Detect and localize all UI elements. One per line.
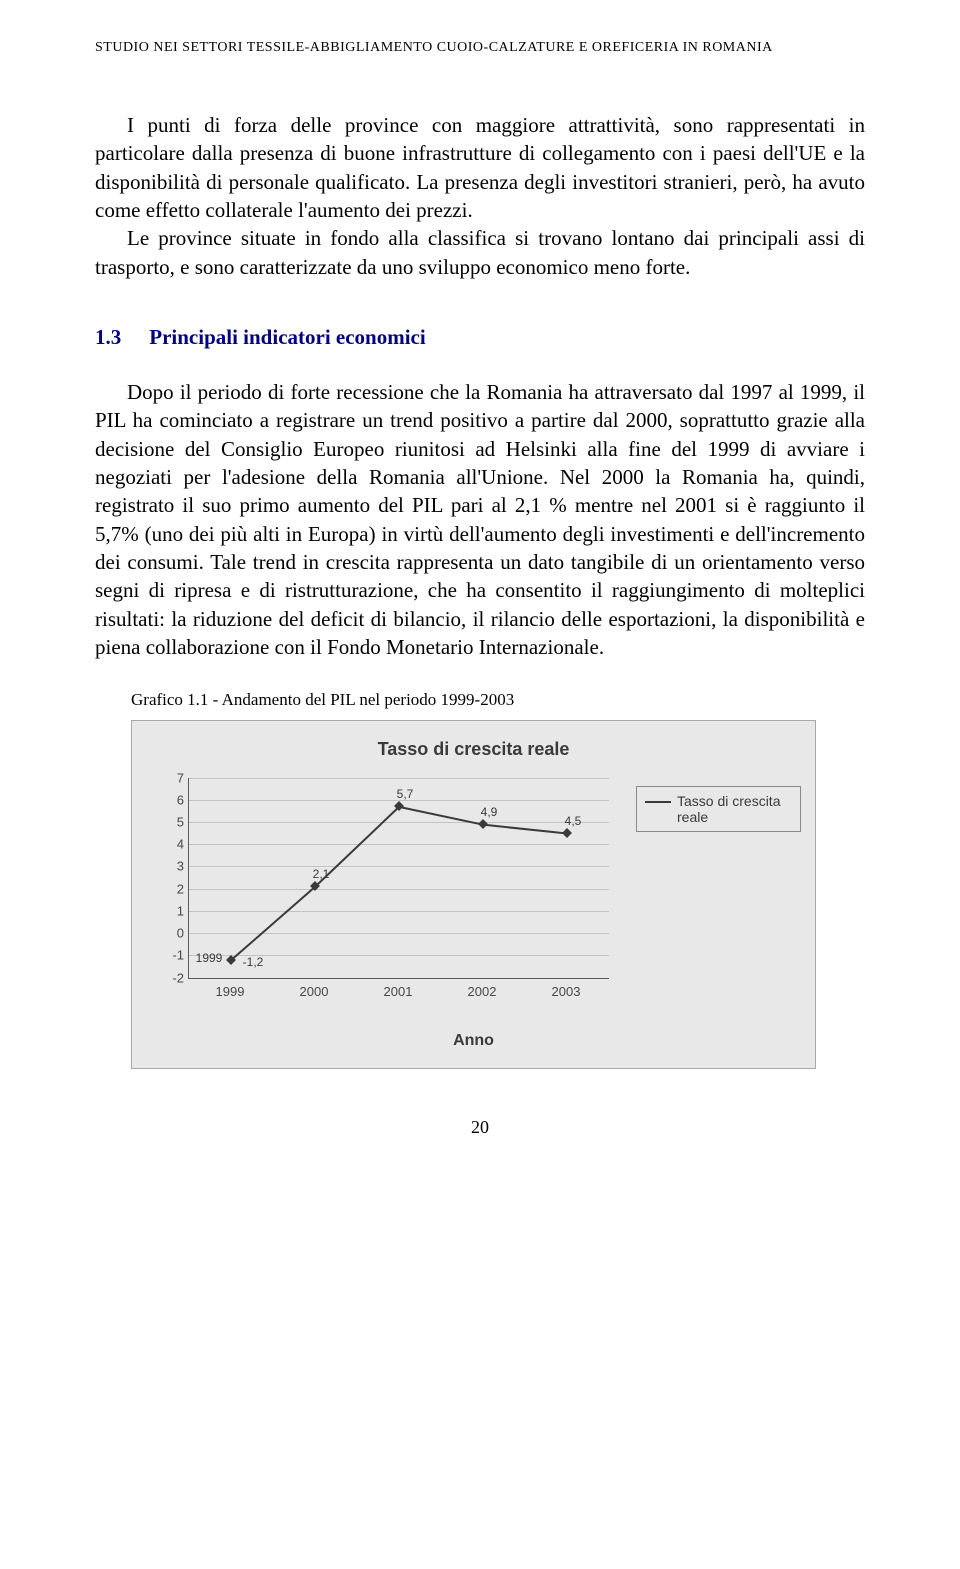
chart-ytick: 3 [164, 859, 184, 874]
legend-line-icon [645, 801, 671, 803]
chart-xtick: 2002 [468, 984, 497, 999]
paragraph-text: Le province situate in fondo alla classi… [95, 226, 865, 278]
chart-data-label: 2,1 [313, 867, 330, 881]
chart-container: Tasso di crescita reale 1999 -1,2 2,1 5,7 4,… [131, 720, 816, 1069]
figure-caption: Grafico 1.1 - Andamento del PIL nel peri… [131, 690, 865, 710]
chart-body: 1999 -1,2 2,1 5,7 4,9 4,5 -2 -1 0 1 2 3 4 5 6 7 1999 200… [136, 768, 811, 1028]
chart-ytick: 4 [164, 837, 184, 852]
running-header: STUDIO NEI SETTORI TESSILE-ABBIGLIAMENTO… [95, 40, 865, 56]
chart-xtick: 1999 [216, 984, 245, 999]
chart-ytick: 6 [164, 792, 184, 807]
page-number: 20 [95, 1117, 865, 1138]
chart-ytick: 1 [164, 903, 184, 918]
chart-xlabel: Anno [136, 1028, 811, 1064]
chart-ytick: 0 [164, 926, 184, 941]
legend-label: Tasso di crescita reale [677, 793, 792, 825]
chart-legend: Tasso di crescita reale [636, 786, 801, 832]
section-number: 1.3 [95, 325, 121, 350]
chart-ytick: 7 [164, 770, 184, 785]
plot-area: 1999 -1,2 2,1 5,7 4,9 4,5 [188, 778, 609, 979]
chart-data-label: 1999 [196, 951, 223, 965]
chart-ytick: -2 [164, 970, 184, 985]
chart-xtick: 2000 [300, 984, 329, 999]
chart-data-label: 4,9 [481, 805, 498, 819]
chart-xtick: 2001 [384, 984, 413, 999]
legend-row: Tasso di crescita reale [645, 793, 792, 825]
chart-data-label: 4,5 [565, 814, 582, 828]
section-heading: 1.3 Principali indicatori economici [95, 325, 865, 350]
paragraph-text: I punti di forza delle province con magg… [95, 113, 865, 222]
body-paragraph-1: I punti di forza delle province con magg… [95, 111, 865, 281]
chart-xtick: 2003 [552, 984, 581, 999]
chart-ytick: -1 [164, 948, 184, 963]
body-paragraph-2: Dopo il periodo di forte recessione che … [95, 378, 865, 661]
document-page: STUDIO NEI SETTORI TESSILE-ABBIGLIAMENTO… [0, 0, 960, 1178]
chart-data-label: 5,7 [397, 787, 414, 801]
chart-ytick: 2 [164, 881, 184, 896]
plot-wrap: 1999 -1,2 2,1 5,7 4,9 4,5 -2 -1 0 1 2 3 4 5 6 7 1999 200… [148, 768, 628, 1028]
chart-ytick: 5 [164, 814, 184, 829]
chart-title: Tasso di crescita reale [136, 725, 811, 768]
section-title: Principali indicatori economici [149, 325, 425, 349]
paragraph-text: Dopo il periodo di forte recessione che … [95, 380, 865, 659]
chart-inner: Tasso di crescita reale 1999 -1,2 2,1 5,7 4,… [136, 725, 811, 1064]
chart-data-label: -1,2 [243, 955, 264, 969]
